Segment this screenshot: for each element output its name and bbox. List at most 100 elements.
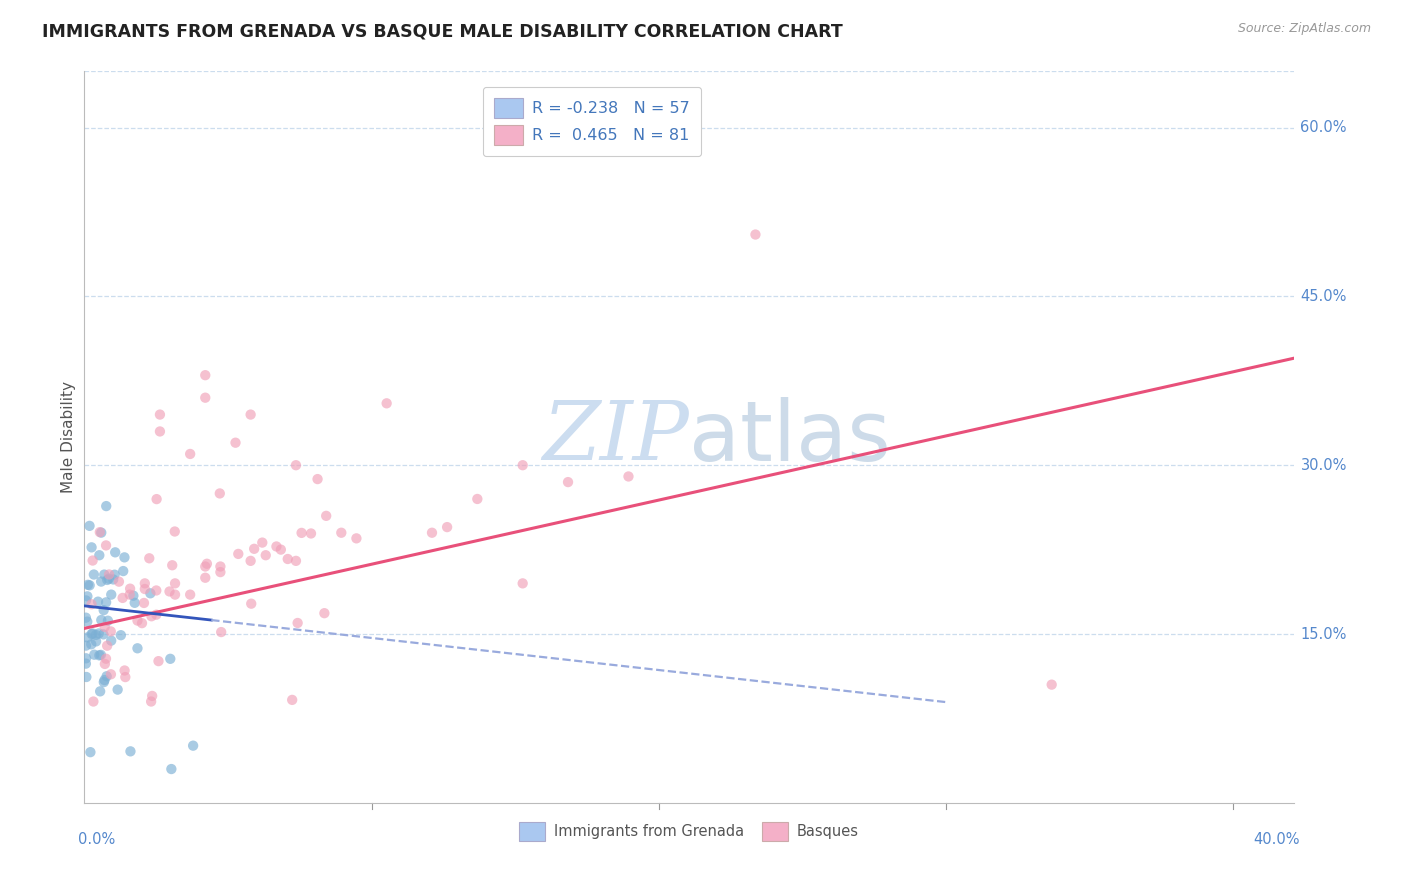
Point: [75, 657, 97, 671]
Point: [82, 626, 104, 640]
Point: [100, 633, 122, 648]
Text: 60.0%: 60.0%: [1301, 120, 1347, 135]
Point: [108, 574, 131, 589]
Point: [93, 603, 115, 617]
Point: [145, 492, 167, 507]
Point: [127, 641, 149, 656]
Point: [132, 596, 155, 610]
Point: [209, 559, 232, 574]
Point: [93, 673, 115, 687]
Point: [208, 486, 231, 500]
Point: [79, 519, 101, 533]
Point: [87, 626, 110, 640]
Point: [112, 564, 135, 578]
Point: [160, 558, 183, 573]
Point: [93, 675, 115, 690]
Point: [141, 609, 163, 624]
Point: [290, 525, 312, 540]
Point: [79, 745, 101, 759]
Point: [104, 567, 127, 582]
Point: [94, 657, 117, 671]
Point: [120, 582, 142, 596]
Point: [76, 615, 98, 629]
Point: [159, 584, 181, 599]
Point: [93, 620, 115, 634]
Point: [307, 472, 329, 486]
Point: [120, 744, 142, 758]
Point: [114, 550, 136, 565]
Point: [252, 535, 274, 549]
Point: [111, 591, 134, 605]
Point: [277, 552, 299, 566]
Point: [149, 408, 172, 422]
Point: [148, 654, 170, 668]
Point: [254, 548, 277, 562]
Point: [94, 595, 117, 609]
Point: [80, 627, 103, 641]
Point: [79, 578, 101, 592]
Point: [100, 588, 122, 602]
Point: [103, 573, 125, 587]
Point: [149, 425, 172, 439]
Point: [194, 391, 217, 405]
Point: [225, 435, 247, 450]
Point: [195, 557, 218, 571]
Point: [512, 458, 534, 473]
Point: [104, 545, 127, 559]
Point: [285, 458, 308, 473]
Text: 15.0%: 15.0%: [1301, 626, 1347, 641]
Point: [89, 648, 111, 663]
Point: [100, 667, 122, 681]
Point: [240, 597, 263, 611]
Point: [89, 684, 111, 698]
Point: [270, 542, 292, 557]
Point: [93, 627, 115, 641]
Point: [1040, 678, 1063, 692]
Y-axis label: Male Disability: Male Disability: [60, 381, 76, 493]
Point: [139, 694, 162, 708]
Point: [83, 567, 105, 582]
Point: [82, 694, 104, 708]
Text: Source: ZipAtlas.com: Source: ZipAtlas.com: [1237, 22, 1371, 36]
Point: [75, 670, 97, 684]
Point: [80, 541, 103, 555]
Point: [160, 762, 183, 776]
Legend: Immigrants from Grenada, Basques: Immigrants from Grenada, Basques: [513, 816, 865, 847]
Point: [122, 589, 145, 603]
Text: IMMIGRANTS FROM GRENADA VS BASQUE MALE DISABILITY CORRELATION CHART: IMMIGRANTS FROM GRENADA VS BASQUE MALE D…: [42, 22, 844, 40]
Point: [194, 368, 217, 383]
Point: [114, 670, 136, 684]
Point: [375, 396, 398, 410]
Point: [141, 689, 163, 703]
Point: [159, 652, 181, 666]
Point: [239, 408, 262, 422]
Point: [118, 588, 141, 602]
Point: [287, 615, 309, 630]
Point: [94, 651, 117, 665]
Point: [512, 576, 534, 591]
Text: 0.0%: 0.0%: [79, 832, 115, 847]
Point: [165, 576, 187, 591]
Point: [90, 525, 112, 540]
Point: [75, 593, 97, 607]
Point: [134, 582, 156, 596]
Point: [100, 624, 122, 639]
Point: [97, 572, 120, 586]
Point: [83, 648, 105, 662]
Point: [285, 554, 308, 568]
Point: [127, 614, 149, 628]
Point: [76, 631, 98, 645]
Point: [209, 625, 232, 640]
Point: [97, 614, 120, 628]
Point: [194, 571, 217, 585]
Point: [165, 588, 187, 602]
Point: [90, 613, 112, 627]
Point: [107, 682, 129, 697]
Point: [98, 567, 121, 582]
Point: [179, 588, 201, 602]
Text: atlas: atlas: [689, 397, 890, 477]
Point: [90, 574, 112, 589]
Text: 45.0%: 45.0%: [1301, 289, 1347, 304]
Point: [138, 551, 160, 566]
Point: [114, 664, 136, 678]
